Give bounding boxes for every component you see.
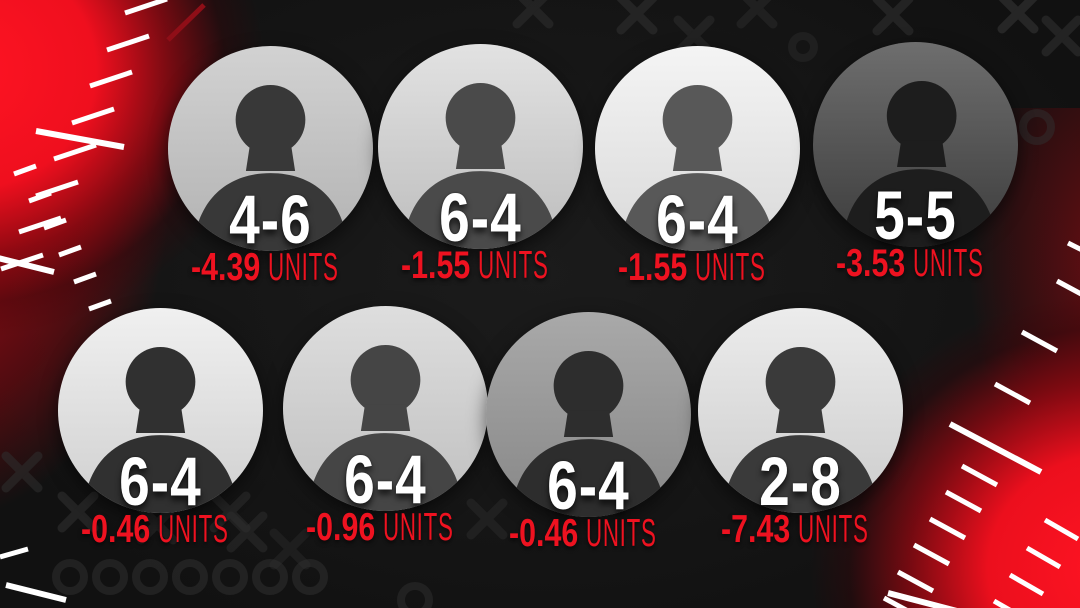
analyst-panel: 6-4 -0.46 UNITS — [35, 308, 285, 548]
analyst-panel: 6-4 -0.46 UNITS — [463, 312, 713, 552]
record-value: 6-4 — [118, 443, 202, 521]
units-line: -1.55 UNITS — [355, 245, 605, 284]
units-value: -1.55 — [401, 242, 471, 287]
record-value: 6-4 — [343, 441, 427, 519]
units-line: -4.39 UNITS — [145, 247, 395, 286]
units-value: -7.43 — [721, 506, 791, 551]
record-text: 6-4 — [35, 448, 285, 517]
units-label: UNITS — [382, 505, 454, 549]
units-value: -0.96 — [306, 504, 376, 549]
units-label: UNITS — [585, 511, 657, 555]
units-value: -3.53 — [836, 240, 906, 285]
record-value: 5-5 — [873, 177, 957, 255]
units-value: -0.46 — [509, 510, 579, 555]
analyst-panel: 5-5 -3.53 UNITS — [790, 42, 1040, 282]
curly-haired-man-brick-wall-photo — [485, 312, 691, 517]
record-text: 6-4 — [355, 184, 605, 253]
record-value: 2-8 — [758, 443, 842, 521]
record-value: 4-6 — [228, 181, 312, 259]
analyst-panel: 6-4 -0.96 UNITS — [260, 306, 510, 546]
units-label: UNITS — [694, 245, 766, 289]
units-value: -1.55 — [618, 244, 688, 289]
analyst-panel: 6-4 -1.55 UNITS — [355, 44, 605, 284]
record-text: 5-5 — [790, 182, 1040, 251]
analyst-panel: 4-6 -4.39 UNITS — [145, 46, 395, 286]
man-in-suit-profile-photo — [812, 42, 1018, 247]
man-in-suit-and-tie-photo — [167, 46, 373, 251]
units-value: -4.39 — [191, 244, 261, 289]
record-text: 6-4 — [572, 186, 822, 255]
smiling-man-short-hair-photo — [594, 46, 800, 251]
record-value: 6-4 — [438, 179, 522, 257]
young-man-dark-polo-photo — [697, 308, 903, 513]
units-line: -1.55 UNITS — [572, 247, 822, 286]
record-text: 2-8 — [675, 448, 925, 517]
units-line: -0.96 UNITS — [260, 507, 510, 546]
units-line: -7.43 UNITS — [675, 509, 925, 548]
record-text: 6-4 — [463, 452, 713, 521]
man-with-mustache-photo — [57, 308, 263, 513]
units-label: UNITS — [267, 245, 339, 289]
units-line: -0.46 UNITS — [463, 513, 713, 552]
units-label: UNITS — [477, 243, 549, 287]
record-text: 6-4 — [260, 446, 510, 515]
analyst-panel: 6-4 -1.55 UNITS — [572, 46, 822, 286]
analyst-panel: 2-8 -7.43 UNITS — [675, 308, 925, 548]
bald-man-with-beard-photo — [377, 44, 583, 249]
record-value: 6-4 — [655, 181, 739, 259]
record-text: 4-6 — [145, 186, 395, 255]
units-label: UNITS — [797, 507, 869, 551]
gray-haired-man-smiling-photo — [282, 306, 488, 511]
record-value: 6-4 — [546, 447, 630, 525]
units-label: UNITS — [912, 241, 984, 285]
units-line: -3.53 UNITS — [790, 243, 1040, 282]
